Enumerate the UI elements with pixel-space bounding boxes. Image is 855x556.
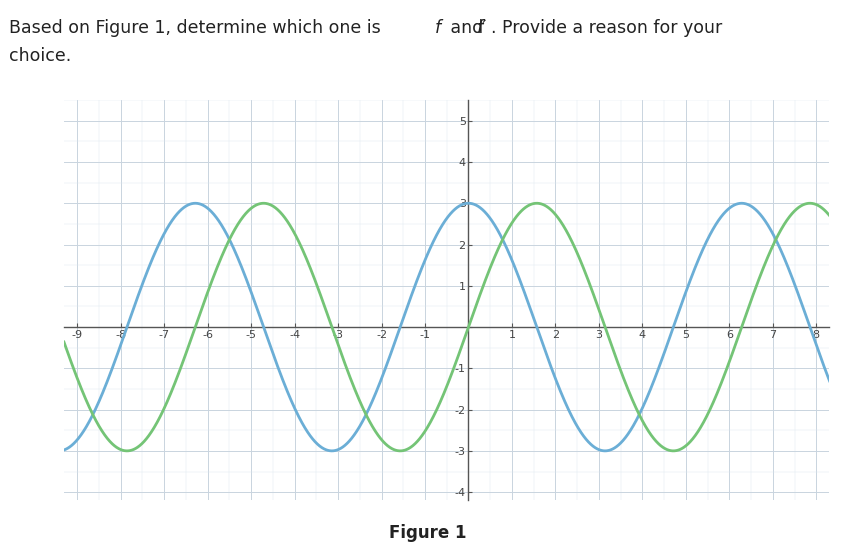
Text: and: and [445,19,489,37]
Text: f′: f′ [477,19,487,37]
Text: f: f [434,19,440,37]
Text: Based on Figure 1, determine which one is: Based on Figure 1, determine which one i… [9,19,386,37]
Text: Figure 1: Figure 1 [389,524,466,542]
Text: choice.: choice. [9,47,71,65]
Text: . Provide a reason for your: . Provide a reason for your [491,19,722,37]
